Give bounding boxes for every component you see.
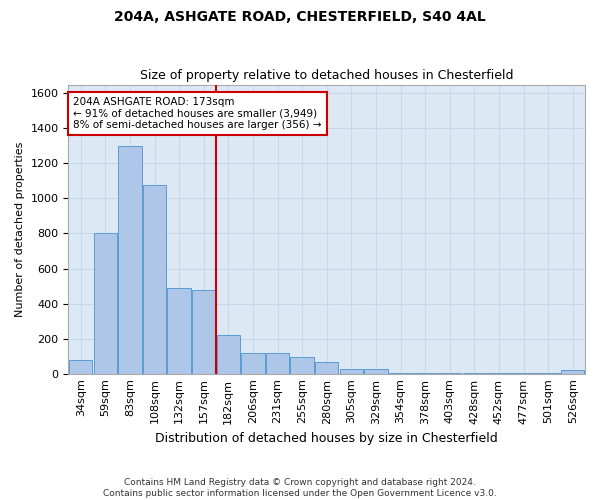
- Bar: [266, 352, 289, 374]
- Title: Size of property relative to detached houses in Chesterfield: Size of property relative to detached ho…: [140, 69, 514, 82]
- Bar: [364, 370, 388, 374]
- Bar: [192, 290, 215, 374]
- Bar: [389, 373, 412, 374]
- Text: Contains HM Land Registry data © Crown copyright and database right 2024.
Contai: Contains HM Land Registry data © Crown c…: [103, 478, 497, 498]
- Bar: [487, 373, 511, 374]
- Bar: [217, 335, 240, 374]
- Bar: [536, 373, 560, 374]
- Bar: [561, 370, 584, 374]
- Bar: [512, 373, 535, 374]
- Bar: [241, 352, 265, 374]
- Bar: [143, 186, 166, 374]
- Bar: [167, 288, 191, 374]
- Bar: [463, 373, 486, 374]
- Bar: [413, 373, 437, 374]
- Bar: [290, 357, 314, 374]
- Bar: [69, 360, 92, 374]
- Bar: [340, 370, 363, 374]
- Bar: [438, 373, 461, 374]
- Bar: [118, 146, 142, 374]
- Text: 204A ASHGATE ROAD: 173sqm
← 91% of detached houses are smaller (3,949)
8% of sem: 204A ASHGATE ROAD: 173sqm ← 91% of detac…: [73, 97, 322, 130]
- Bar: [315, 362, 338, 374]
- Text: 204A, ASHGATE ROAD, CHESTERFIELD, S40 4AL: 204A, ASHGATE ROAD, CHESTERFIELD, S40 4A…: [114, 10, 486, 24]
- Y-axis label: Number of detached properties: Number of detached properties: [15, 142, 25, 317]
- X-axis label: Distribution of detached houses by size in Chesterfield: Distribution of detached houses by size …: [155, 432, 498, 445]
- Bar: [94, 234, 117, 374]
